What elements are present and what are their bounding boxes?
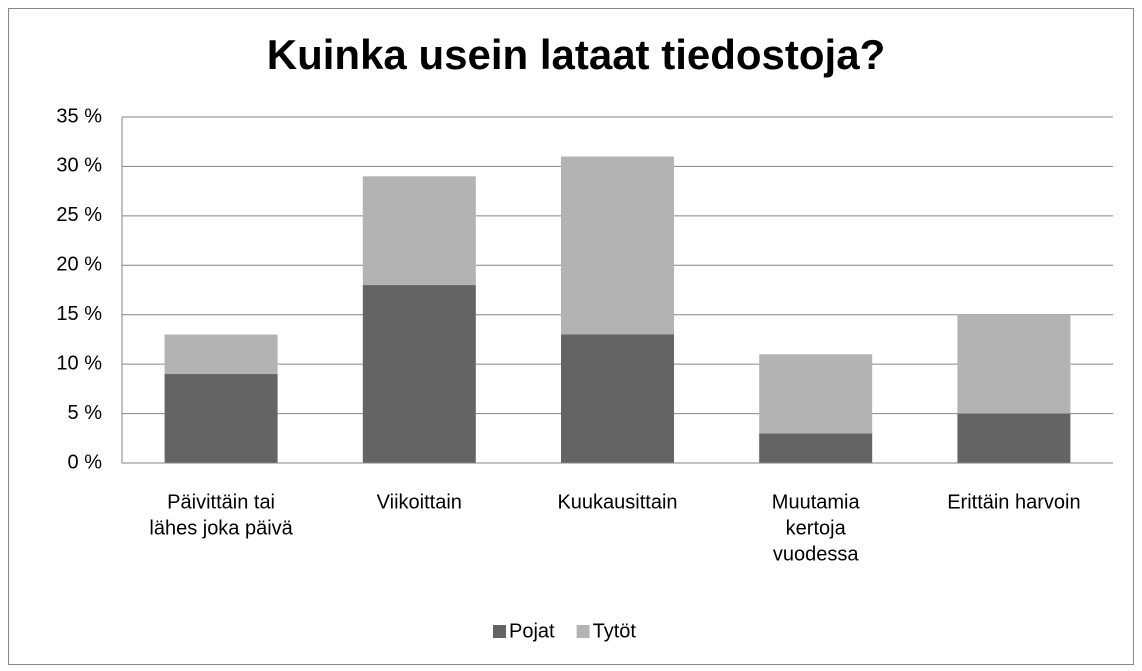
legend-swatch	[493, 625, 506, 638]
bar-segment	[759, 354, 873, 434]
chart-title: Kuinka usein lataat tiedostoja?	[267, 31, 885, 78]
x-tick-label: Kuukausittain	[557, 491, 677, 513]
x-tick-label: lähes joka päivä	[149, 517, 293, 539]
bar-segment	[561, 156, 674, 335]
bar-segment	[759, 433, 873, 463]
bar-segment	[957, 413, 1071, 463]
y-tick-label: 0 %	[68, 451, 103, 473]
bar-segment	[957, 314, 1071, 414]
y-tick-label: 25 %	[56, 204, 102, 226]
y-tick-label: 35 %	[56, 105, 102, 127]
x-tick-label: kertoja	[786, 517, 847, 539]
legend-label: Pojat	[509, 620, 555, 642]
y-tick-label: 30 %	[56, 155, 102, 177]
x-tick-label: Viikoittain	[377, 491, 462, 513]
y-tick-label: 20 %	[56, 254, 102, 276]
legend-label: Tytöt	[593, 620, 637, 642]
bar-segment	[561, 334, 674, 463]
y-tick-label: 5 %	[68, 402, 103, 424]
bar-segment	[164, 374, 278, 463]
y-tick-label: 10 %	[56, 352, 102, 374]
bar-segment	[164, 334, 278, 375]
bar-segment	[362, 285, 476, 463]
x-tick-label: Muutamia	[772, 491, 861, 513]
x-tick-label: Päivittäin tai	[167, 491, 275, 513]
bar-segment	[362, 176, 476, 286]
y-tick-label: 15 %	[56, 303, 102, 325]
legend-swatch	[576, 625, 590, 638]
x-tick-label: vuodessa	[773, 543, 859, 565]
x-tick-label: Erittäin harvoin	[947, 491, 1080, 513]
